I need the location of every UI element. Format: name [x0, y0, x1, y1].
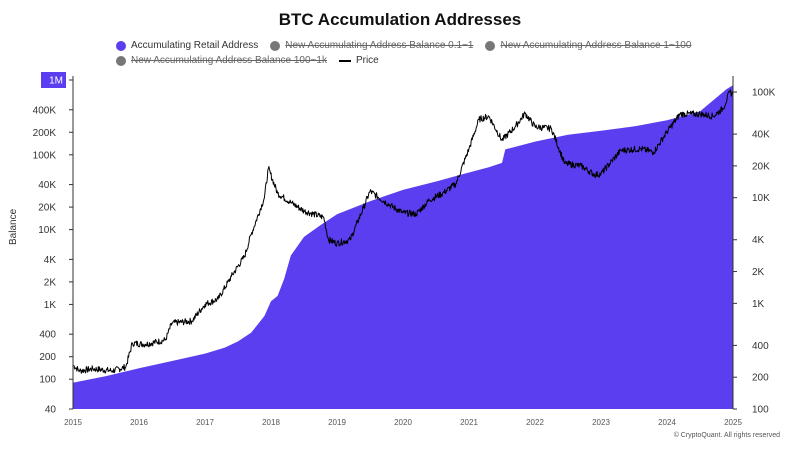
right-axis-tick-label: 1K: [752, 299, 765, 310]
right-axis-tick-label: 20K: [752, 161, 770, 172]
x-axis-tick-label: 2018: [262, 418, 280, 427]
legend-line-icon: [338, 59, 351, 62]
legend-item-retail[interactable]: Accumulating Retail Address: [116, 40, 258, 51]
left-axis-tick-label: 400K: [33, 105, 57, 116]
x-axis-tick-label: 2022: [526, 418, 544, 427]
legend-dot-icon: [270, 40, 281, 51]
right-axis-tick-label: 100: [752, 405, 769, 416]
legend-row-2: New Accumulating Address Balance 100~1k …: [116, 53, 716, 68]
left-axis-tick-label: 20K: [38, 203, 56, 214]
right-axis-tick-label: 2K: [752, 267, 765, 278]
left-axis-tick-label: 1M: [49, 76, 63, 87]
legend-item-balance-0-1[interactable]: New Accumulating Address Balance 0.1~1: [270, 40, 473, 51]
chart-title: BTC Accumulation Addresses: [278, 10, 522, 29]
x-axis-tick-label: 2020: [394, 418, 412, 427]
legend: Accumulating Retail Address New Accumula…: [116, 38, 716, 68]
left-axis-tick-label: 100: [39, 375, 56, 386]
legend-label: New Accumulating Address Balance 100~1k: [131, 55, 327, 66]
left-axis-tick-label: 10K: [38, 225, 56, 236]
area-retail-addresses: [73, 85, 733, 410]
left-axis-tick-label: 40: [45, 405, 57, 416]
x-axis-tick-label: 2024: [658, 418, 676, 427]
left-axis-tick-label: 2K: [44, 277, 57, 288]
legend-label: Price: [355, 55, 379, 66]
x-axis-tick-label: 2023: [592, 418, 610, 427]
x-axis-tick-label: 2021: [460, 418, 478, 427]
legend-dot-icon: [485, 40, 496, 51]
left-axis-tick-label: 400: [39, 330, 56, 341]
legend-label: Accumulating Retail Address: [131, 40, 259, 51]
right-axis-tick-label: 400: [752, 341, 769, 352]
x-axis-tick-label: 2025: [724, 418, 742, 427]
legend-row-1: Accumulating Retail Address New Accumula…: [116, 38, 716, 53]
left-axis-tick-label: 4K: [44, 255, 57, 266]
area-series-group: [73, 85, 733, 410]
x-axis-tick-label: 2019: [328, 418, 346, 427]
legend-dot-icon: [116, 40, 126, 51]
legend-item-balance-100-1k[interactable]: New Accumulating Address Balance 100~1k: [116, 55, 327, 66]
axes-group: 40 100 200 400 1K 2K 4K 10K 20K 40K 100K 200K 400K 1M…: [33, 72, 776, 427]
right-axis-tick-label: 100K: [752, 88, 776, 99]
price-series-group: [72, 89, 734, 374]
left-axis-tick-label: 200K: [33, 128, 57, 139]
price-line: [72, 89, 734, 374]
left-axis-tick-label: 200: [39, 352, 56, 363]
legend-label: New Accumulating Address Balance 0.1~1: [285, 40, 474, 51]
right-axis-tick-label: 10K: [752, 193, 770, 204]
left-axis-tick-label: 40K: [38, 180, 56, 191]
legend-label: New Accumulating Address Balance 1~100: [500, 40, 692, 51]
x-axis-tick-label: 2016: [130, 418, 148, 427]
left-axis-tick-label: 1K: [44, 300, 57, 311]
legend-item-balance-1-100[interactable]: New Accumulating Address Balance 1~100: [485, 40, 691, 51]
copyright-text: © CryptoQuant. All rights reserved: [673, 432, 780, 439]
x-axis-tick-label: 2017: [196, 418, 214, 427]
left-axis-highlight-badge: [41, 72, 66, 88]
x-axis-tick-label: 2015: [64, 418, 82, 427]
legend-dot-icon: [116, 55, 126, 66]
right-axis-tick-label: 4K: [752, 235, 765, 246]
left-axis-tick-label: 100K: [33, 150, 57, 161]
right-axis-tick-label: 40K: [752, 130, 770, 141]
legend-item-price[interactable]: Price: [338, 55, 379, 66]
right-axis-tick-label: 200: [752, 373, 769, 384]
